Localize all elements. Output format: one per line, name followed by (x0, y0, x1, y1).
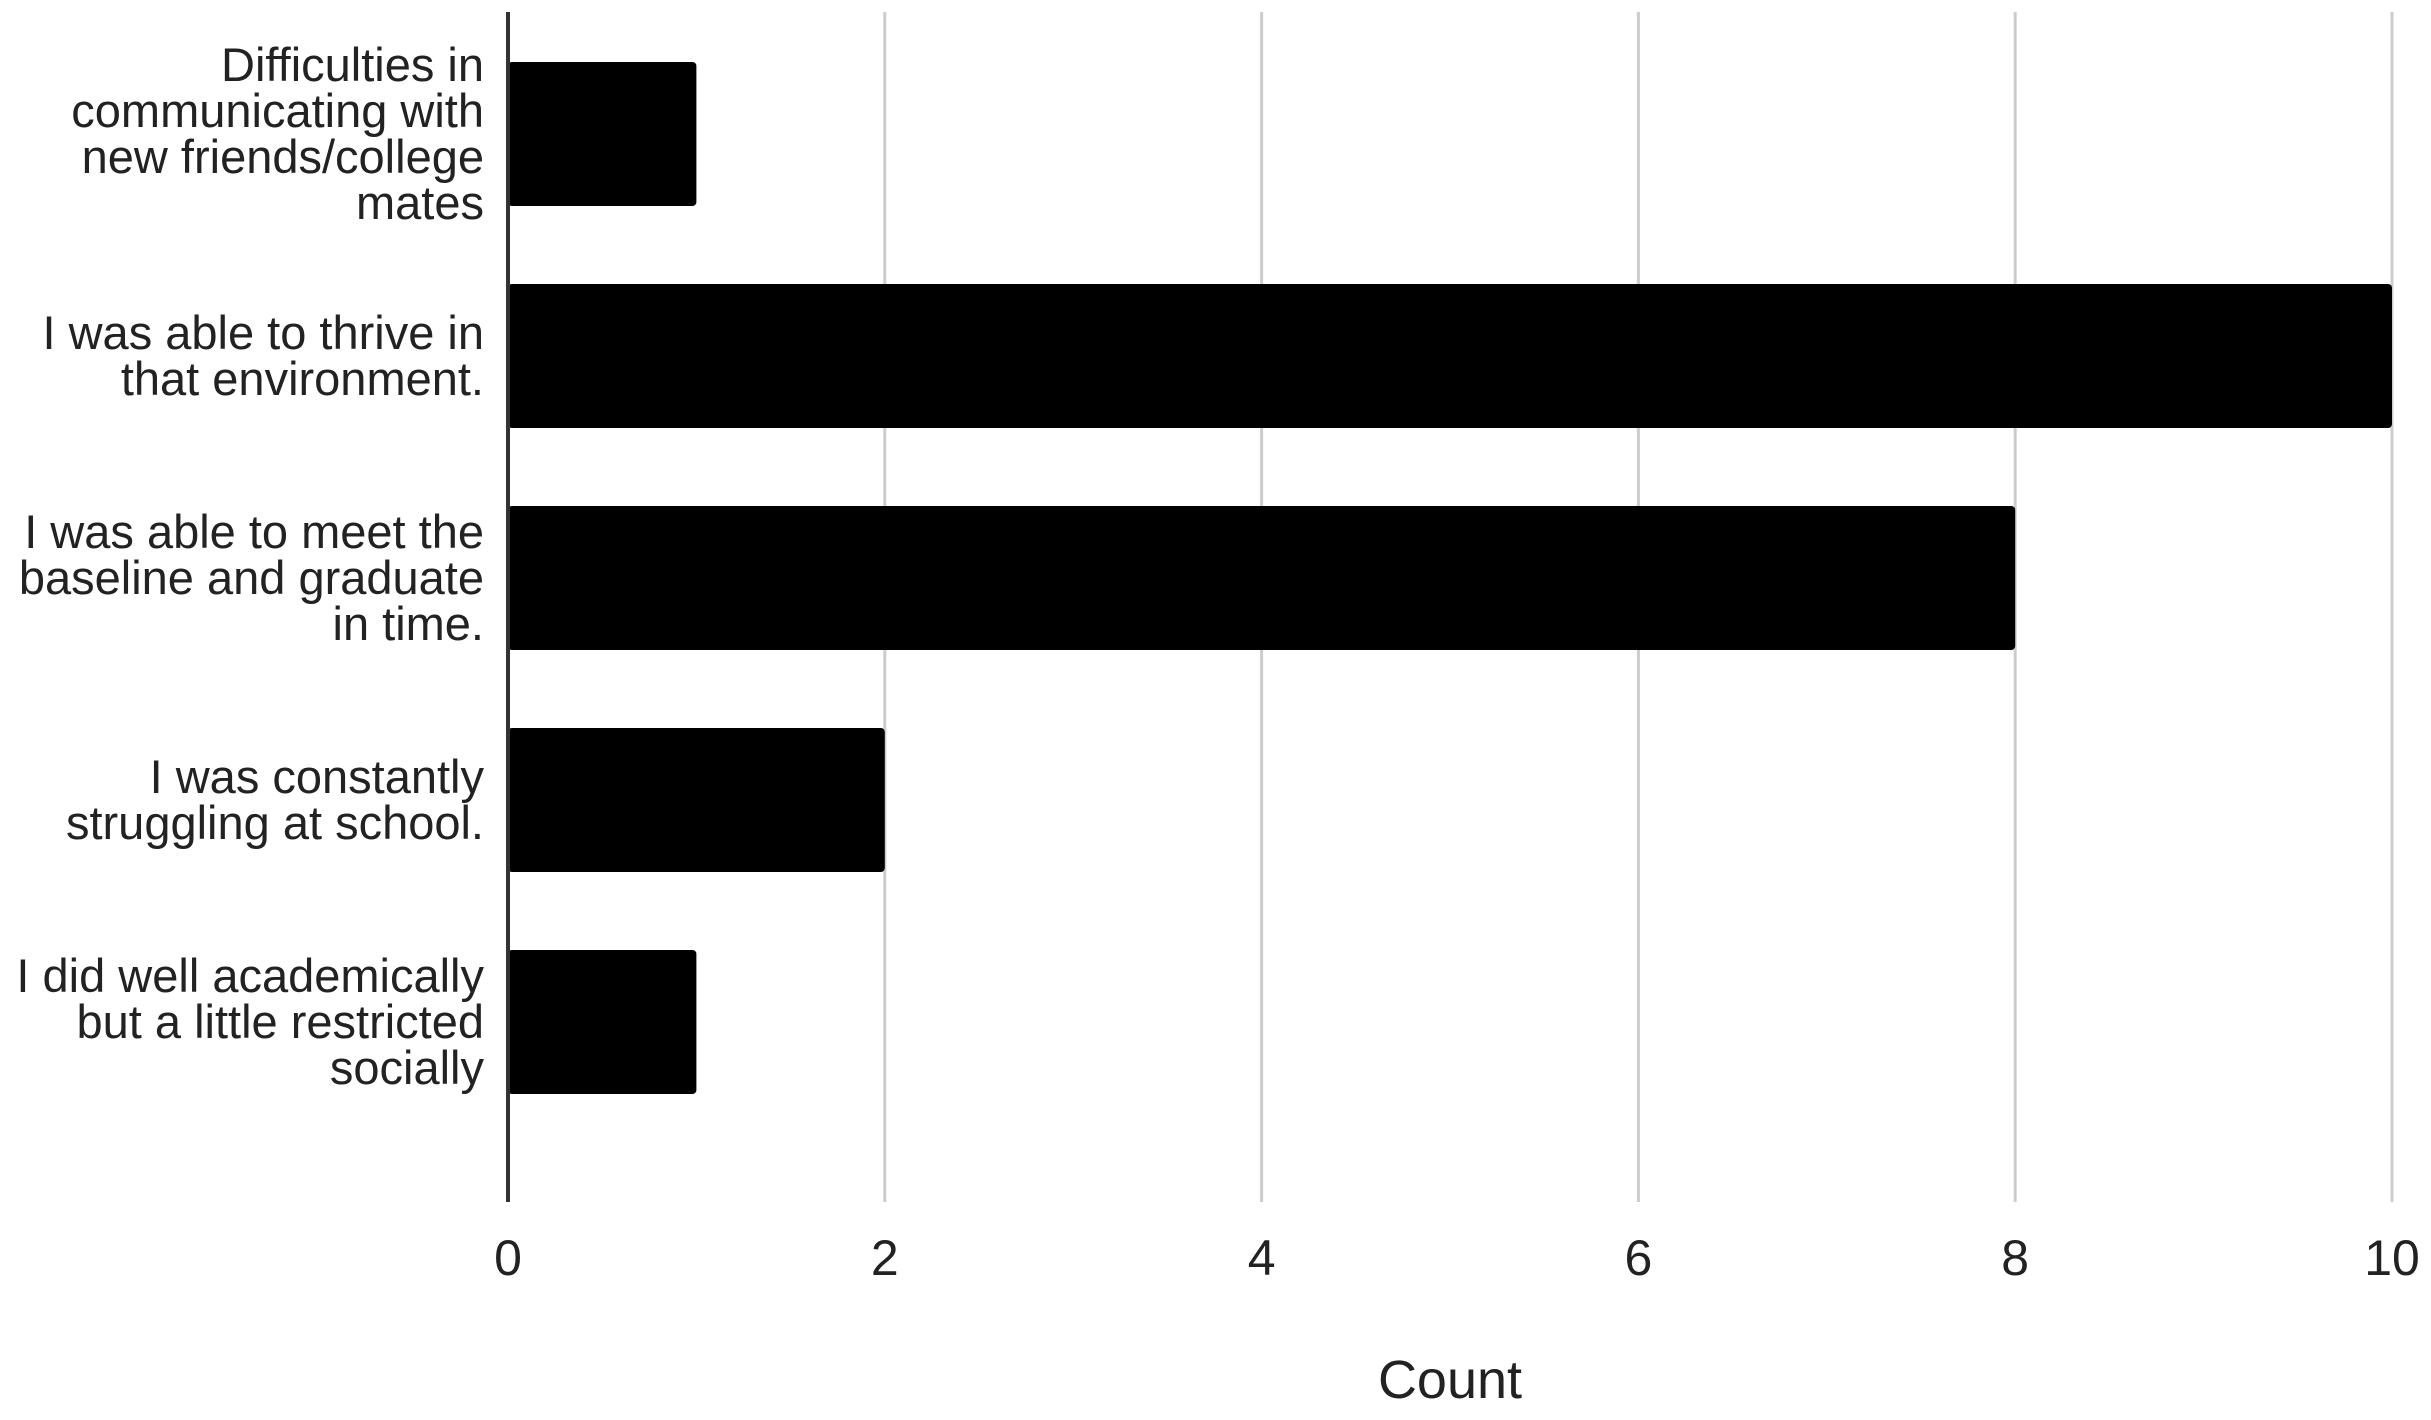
bars (508, 62, 2392, 1094)
category-label: I was constantly struggling at school. (66, 750, 485, 849)
category-label-line: struggling at school. (66, 796, 484, 849)
bar (508, 506, 2016, 650)
x-tick-label: 0 (494, 1230, 522, 1286)
category-label: I was able to thrive in that environment. (43, 306, 485, 405)
x-tick-label: 6 (1624, 1230, 1652, 1286)
bar (508, 728, 885, 872)
category-label-line: mates (356, 176, 484, 229)
category-label-line: in time. (333, 597, 485, 650)
category-label-line: I was able to meet the (24, 505, 484, 558)
bar (508, 950, 697, 1094)
category-label-line: baseline and graduate (19, 551, 484, 604)
x-tick-label: 4 (1248, 1230, 1276, 1286)
category-label-line: communicating with (71, 84, 484, 137)
x-tick-label: 10 (2364, 1230, 2420, 1286)
x-tick-label: 8 (2001, 1230, 2029, 1286)
category-label: I did well academically but a little rest… (16, 949, 484, 1094)
x-tick-labels: 0 2 4 6 8 10 (494, 1230, 2420, 1286)
category-label-line: I did well academically (16, 949, 484, 1002)
category-labels: Difficulties in communicating with new fri… (16, 38, 484, 1094)
bar (508, 284, 2392, 428)
category-label-line: but a little restricted (76, 995, 484, 1048)
category-label-line: socially (330, 1041, 485, 1094)
category-label: Difficulties in communicating with new fri… (71, 38, 484, 229)
bar (508, 62, 697, 206)
category-label-line: I was constantly (150, 750, 485, 803)
x-axis-title: Count (1378, 1350, 1522, 1410)
category-label-line: I was able to thrive in (43, 306, 485, 359)
category-label: I was able to meet the baseline and gradu… (19, 505, 484, 650)
x-tick-label: 2 (871, 1230, 899, 1286)
category-label-line: new friends/college (82, 130, 484, 183)
category-label-line: Difficulties in (221, 38, 484, 91)
category-label-line: that environment. (121, 352, 484, 405)
